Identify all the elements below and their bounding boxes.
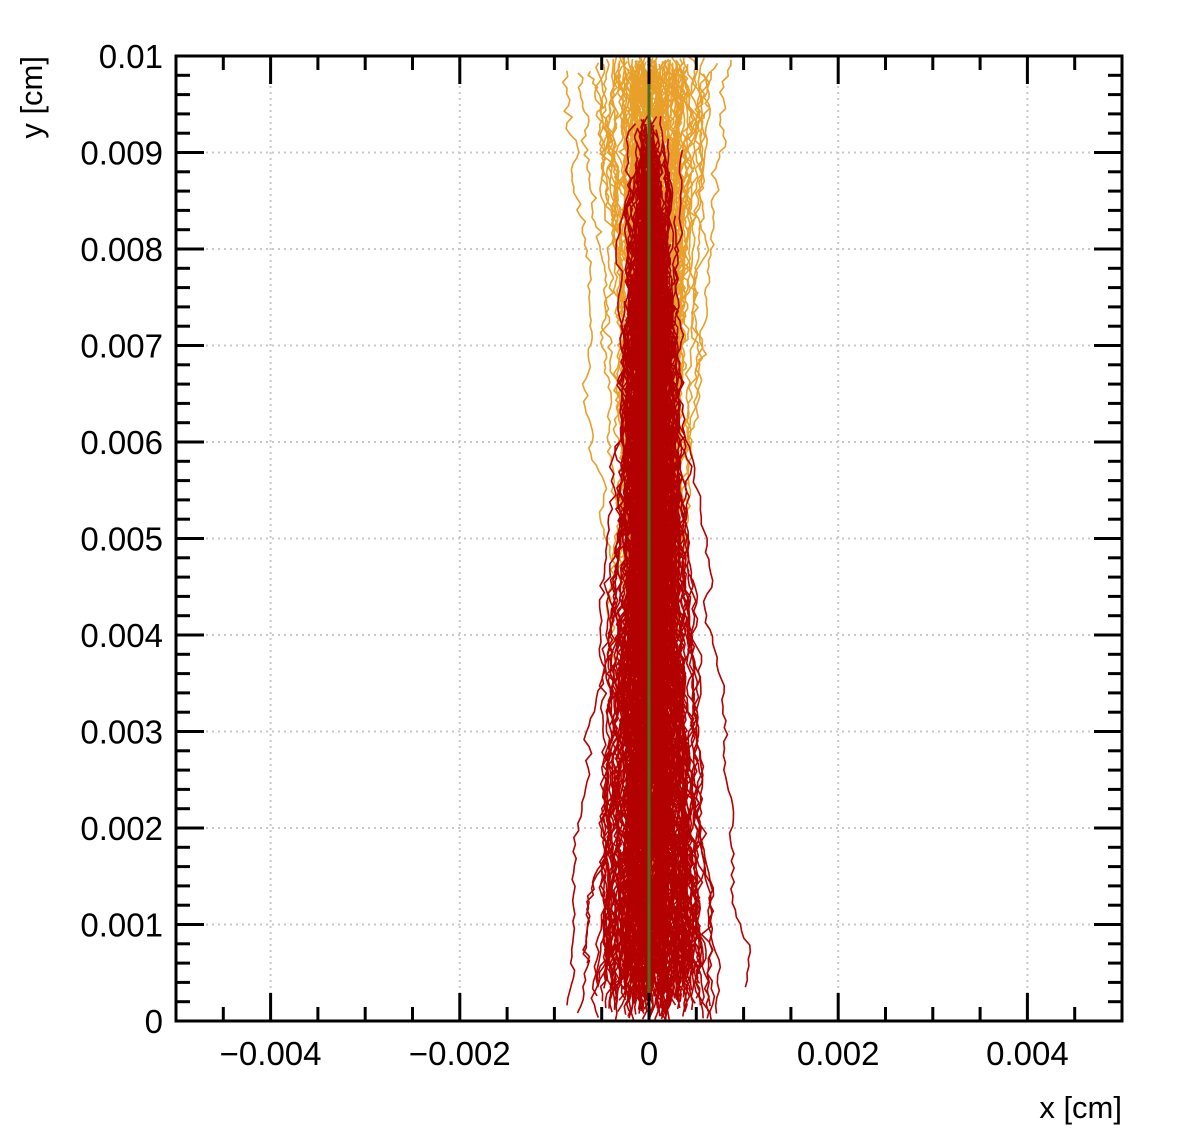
y-tick-label: 0.001 (80, 907, 163, 944)
y-tick-label: 0.009 (80, 135, 163, 172)
track-line (645, 177, 682, 982)
y-tick-label: 0.003 (80, 714, 163, 751)
track-line (635, 203, 669, 973)
x-tick-label: −0.004 (220, 1035, 322, 1072)
track-line (656, 275, 705, 975)
x-axis-title: x [cm] (1039, 1090, 1122, 1125)
track-line (566, 236, 638, 1006)
track-line (632, 212, 663, 967)
y-tick-label: 0.008 (80, 231, 163, 268)
y-tick-label: 0 (145, 1003, 163, 1040)
x-tick-label: −0.002 (409, 1035, 511, 1072)
track-line (590, 304, 633, 1018)
x-tick-label: 0 (640, 1035, 658, 1072)
tick-labels: −0.004 −0.002 0 0.002 0.004 0 0.001 0.002 0.003 0… (80, 38, 1068, 1072)
track-line (656, 239, 702, 1006)
track-series-1 (566, 114, 752, 1021)
y-tick-label: 0.004 (80, 617, 163, 654)
y-tick-label: 0.007 (80, 328, 163, 365)
track-line (640, 140, 672, 966)
track-line (671, 215, 752, 988)
y-tick-label: 0.006 (80, 424, 163, 461)
y-axis-title: y [cm] (14, 56, 49, 139)
y-tick-label: 0.01 (99, 38, 163, 75)
track-line (576, 290, 640, 1014)
track-line (624, 144, 671, 993)
track-line (605, 116, 658, 974)
x-tick-label: 0.004 (986, 1035, 1069, 1072)
track-line (643, 177, 692, 964)
track-line (618, 140, 649, 981)
y-tick-label: 0.005 (80, 521, 163, 558)
track-line (603, 151, 645, 1009)
axis-ticks (174, 54, 1124, 1023)
y-tick-label: 0.002 (80, 810, 163, 847)
tracks (561, 55, 752, 1021)
track-line (627, 143, 656, 983)
x-tick-label: 0.002 (797, 1035, 880, 1072)
track-line (561, 70, 625, 710)
track-line (660, 195, 710, 1019)
